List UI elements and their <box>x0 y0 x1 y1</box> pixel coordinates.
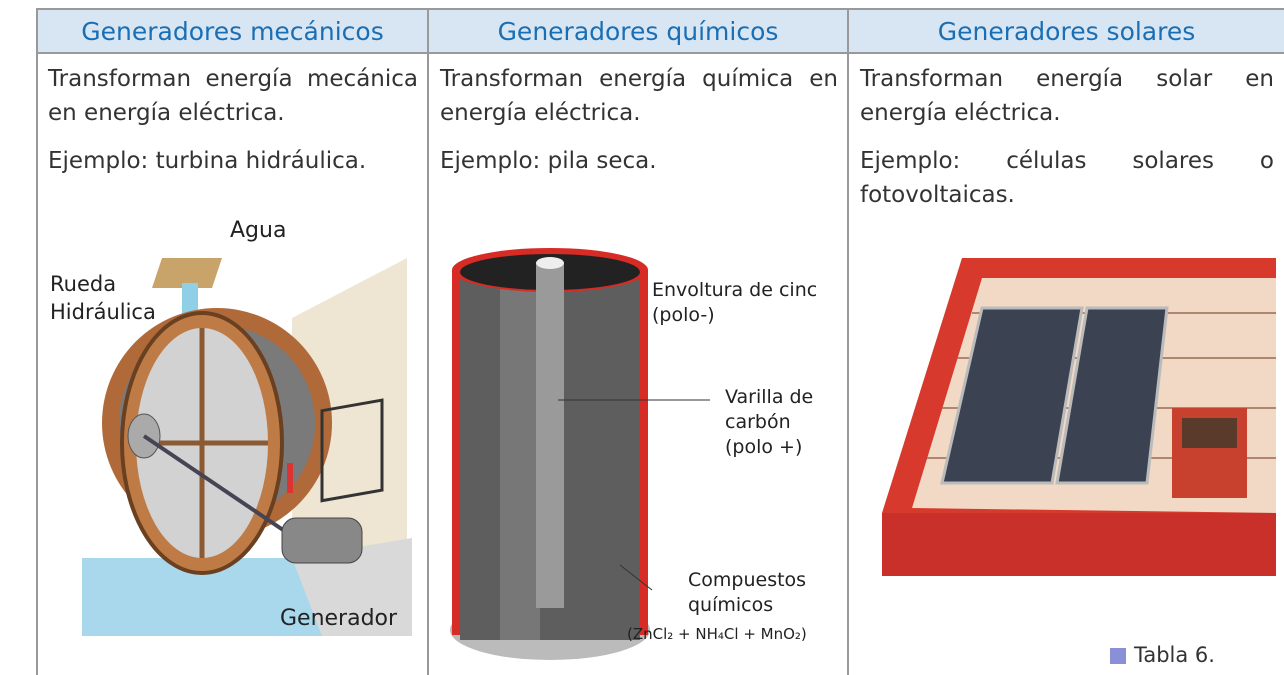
water-wheel-illustration <box>82 258 412 636</box>
border <box>36 8 1284 10</box>
solar-roof-illustration <box>882 258 1276 576</box>
description: Transforman energía mecánica en energía … <box>48 66 418 126</box>
example: Ejemplo: pila seca. <box>440 148 657 174</box>
image-label: Agua <box>230 218 287 243</box>
header: Generadores solares <box>849 10 1284 52</box>
header: Generadores mecánicos <box>38 10 427 52</box>
description: Transforman energía química en energía e… <box>440 66 838 126</box>
image-label: (ZnCl₂ + NH₄Cl + MnO₂) <box>627 625 807 643</box>
border <box>427 8 429 675</box>
image-label: Rueda Hidráulica <box>50 272 156 324</box>
image-label: Compuestos químicos <box>688 569 807 616</box>
description: Transforman energía solar en energía elé… <box>860 66 1274 126</box>
cell: Transforman energía solar en energía elé… <box>860 62 1274 226</box>
caption: Tabla 6. <box>1134 643 1215 667</box>
example: Ejemplo: células solares o fotovoltaicas… <box>860 148 1274 208</box>
caption-marker <box>1110 648 1126 664</box>
image-label: Envoltura de cinc (polo-) <box>652 279 818 326</box>
image-label: Generador <box>280 606 398 631</box>
dry-cell-illustration <box>450 248 710 660</box>
example: Ejemplo: turbina hidráulica. <box>48 148 367 174</box>
border <box>36 8 38 675</box>
cell: Transforman energía química en energía e… <box>440 62 838 192</box>
image-label: Varilla de carbón (polo +) <box>725 386 814 458</box>
header: Generadores químicos <box>429 10 847 52</box>
border <box>36 52 1284 54</box>
border <box>847 8 849 675</box>
cell: Transforman energía mecánica en energía … <box>48 62 418 192</box>
